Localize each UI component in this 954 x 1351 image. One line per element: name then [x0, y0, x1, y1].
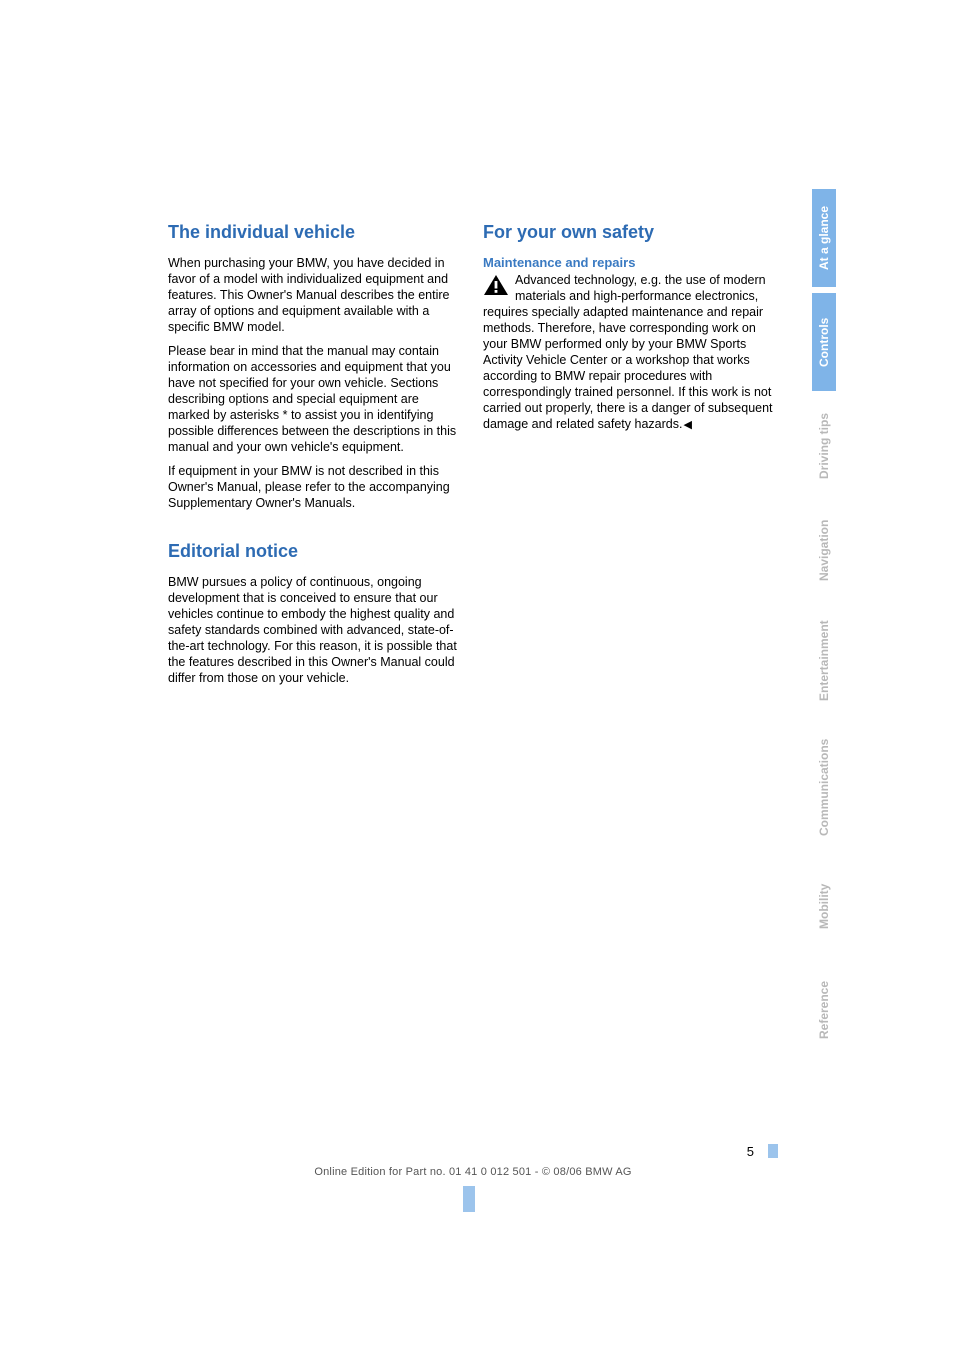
footer-edition-line: Online Edition for Part no. 01 41 0 012 … — [168, 1166, 778, 1178]
subheading-maintenance-and-repairs: Maintenance and repairs — [483, 255, 778, 270]
body-paragraph: When purchasing your BMW, you have decid… — [168, 255, 463, 335]
heading-editorial-notice: Editorial notice — [168, 541, 463, 562]
side-tab[interactable]: Controls — [812, 293, 836, 391]
page-footer: 5 Online Edition for Part no. 01 41 0 01… — [168, 1144, 778, 1178]
page-number: 5 — [747, 1144, 764, 1159]
warning-text: Advanced technology, e.g. the use of mod… — [483, 273, 773, 431]
end-mark-icon: ◀ — [683, 418, 691, 432]
side-tab[interactable]: Communications — [812, 723, 836, 851]
body-paragraph-warning: Advanced technology, e.g. the use of mod… — [483, 272, 778, 432]
body-paragraph: BMW pursues a policy of continuous, ongo… — [168, 574, 463, 686]
footer-color-block — [768, 1144, 778, 1163]
right-column: For your own safety Maintenance and repa… — [483, 222, 778, 694]
side-tabs: At a glance Controls Driving tips Navigatio… — [812, 189, 836, 1065]
footer-center-tick — [463, 1186, 475, 1212]
side-tab[interactable]: Navigation — [812, 501, 836, 599]
side-tab[interactable]: Mobility — [812, 857, 836, 955]
side-tab[interactable]: At a glance — [812, 189, 836, 287]
side-tab[interactable]: Driving tips — [812, 397, 836, 495]
body-paragraph: If equipment in your BMW is not describe… — [168, 463, 463, 511]
body-paragraph: Please bear in mind that the manual may … — [168, 343, 463, 455]
warning-triangle-icon — [483, 274, 509, 296]
side-tab[interactable]: Entertainment — [812, 605, 836, 717]
heading-individual-vehicle: The individual vehicle — [168, 222, 463, 243]
side-tab[interactable]: Reference — [812, 961, 836, 1059]
heading-for-your-own-safety: For your own safety — [483, 222, 778, 243]
left-column: The individual vehicle When purchasing y… — [168, 222, 463, 694]
